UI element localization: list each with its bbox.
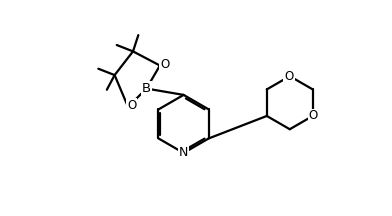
Text: O: O [309, 110, 318, 122]
Text: O: O [160, 58, 169, 71]
Text: O: O [285, 70, 294, 83]
Text: B: B [142, 82, 151, 95]
Text: O: O [127, 99, 136, 112]
Text: N: N [179, 146, 188, 159]
